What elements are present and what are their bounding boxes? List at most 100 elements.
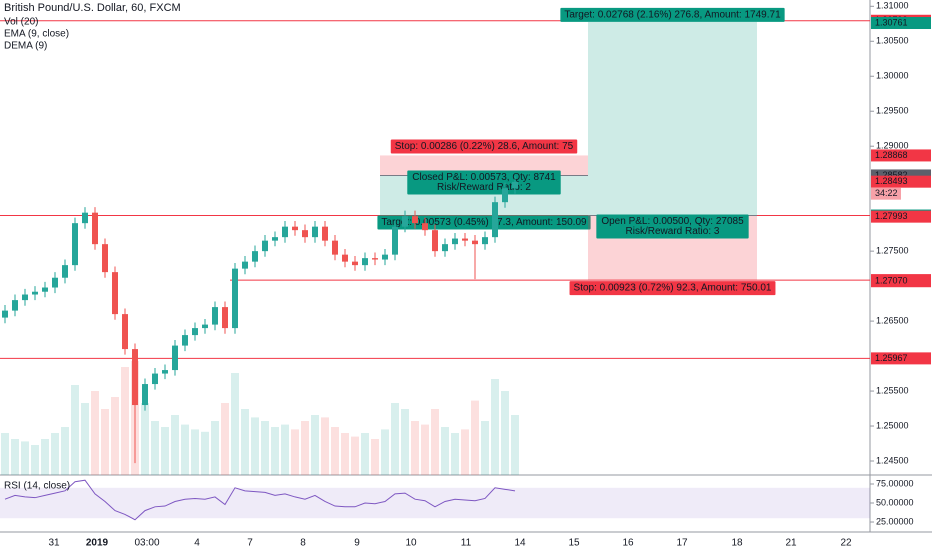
symbol-title: British Pound/U.S. Dollar, 60, FXCM (4, 2, 181, 14)
position-label-bg (377, 215, 591, 230)
volume-bar (31, 445, 39, 475)
candle-body (102, 244, 108, 273)
y-tick-label: 1.30500 (876, 36, 909, 46)
rsi-tick-label: 75.00000 (876, 478, 914, 488)
candle-body (482, 237, 488, 245)
volume-bar (411, 421, 419, 475)
volume-bar (361, 433, 369, 475)
rsi-band (0, 487, 870, 519)
x-tick-label: 4 (194, 538, 200, 549)
candle-body (292, 226, 298, 231)
y-tick-label: 1.29000 (876, 141, 909, 151)
x-tick-label: 21 (785, 538, 797, 549)
candle-body (322, 226, 328, 241)
candle-body (372, 258, 378, 260)
x-tick-label: 10 (405, 538, 417, 549)
x-tick-label: 9 (354, 538, 360, 549)
volume-bar (11, 439, 19, 475)
volume-bar (291, 429, 299, 475)
volume-bar (401, 409, 409, 475)
candle-body (162, 370, 168, 374)
candle-body (12, 300, 18, 311)
price-label: 1.28868 (875, 150, 908, 160)
volume-bar (91, 391, 99, 475)
countdown: 34:22 (875, 188, 898, 198)
stop-zone (380, 155, 588, 176)
volume-bar (471, 400, 479, 475)
x-tick-label: 16 (622, 538, 634, 549)
candle-body (432, 230, 438, 252)
volume-bar (151, 421, 159, 475)
volume-bar (101, 409, 109, 475)
pnl-label: Closed P&L: 0.00573, Qty: 8741 (412, 172, 556, 183)
candle-body (232, 268, 238, 329)
x-tick-label: 15 (568, 538, 580, 549)
candle-body (122, 314, 128, 350)
x-tick-label: 31 (48, 538, 60, 549)
countdown-bg (871, 187, 901, 200)
x-tick-label: 11 (461, 538, 472, 549)
candle-body (332, 240, 338, 255)
candle-body (462, 238, 468, 241)
price-label-bg (871, 210, 931, 223)
candle-body (282, 226, 288, 238)
position-label: Target: 0.00573 (0.45%) 57.3, Amount: 15… (381, 217, 587, 228)
candle-body (422, 223, 428, 231)
position-label: Stop: 0.00286 (0.22%) 28.6, Amount: 75 (395, 141, 574, 152)
y-tick-label: 1.25500 (876, 385, 909, 395)
volume-bar (391, 403, 399, 475)
x-tick-label: 18 (731, 538, 743, 549)
candle-body (272, 237, 278, 241)
candle-body (412, 216, 418, 224)
volume-bar (111, 397, 119, 475)
price-label: 1.30761 (875, 17, 908, 27)
candle-body (132, 349, 138, 406)
candle-body (392, 226, 398, 255)
price-label-bg (871, 275, 931, 288)
volume-bar (161, 427, 169, 475)
candle-body (172, 345, 178, 371)
price-label: 1.28493 (875, 176, 908, 186)
volume-bar (221, 403, 229, 475)
candle-body (72, 223, 78, 266)
volume-bar (41, 439, 49, 475)
candle-body (302, 230, 308, 238)
volume-bar (331, 427, 339, 475)
volume-bar (481, 421, 489, 475)
volume-bar (121, 367, 129, 475)
price-label-bg (871, 352, 931, 365)
candle-body (242, 261, 248, 269)
volume-bar (451, 433, 459, 475)
volume-bar (81, 403, 89, 475)
price-label-bg (871, 17, 931, 30)
y-tick-label: 1.31000 (876, 1, 909, 11)
candle-body (362, 258, 368, 266)
y-tick-label: 1.25000 (876, 420, 909, 430)
position-label-bg (560, 7, 785, 22)
y-tick-label: 1.29500 (876, 106, 909, 116)
volume-bar (281, 424, 289, 475)
candle-body (492, 202, 498, 238)
candle-body (402, 216, 408, 227)
candle-body (512, 181, 518, 189)
candle-body (502, 188, 508, 203)
candle-body (2, 310, 8, 318)
position-label: Stop: 0.00923 (0.72%) 92.3, Amount: 750.… (574, 283, 772, 294)
pnl-bg (596, 214, 749, 239)
x-tick-label: 8 (300, 538, 306, 549)
rsi-tick-label: 50.00000 (876, 497, 914, 507)
volume-bar (201, 431, 209, 475)
volume-bar (381, 429, 389, 475)
y-tick-label: 1.30000 (876, 71, 909, 81)
volume-bar (301, 421, 309, 475)
price-label: 1.27070 (875, 276, 908, 286)
rr-label: Risk/Reward Ratio: 3 (626, 226, 720, 237)
target-zone (588, 21, 757, 216)
volume-bar (71, 385, 79, 475)
volume-bar (141, 403, 149, 475)
price-label-bg (871, 175, 931, 188)
indicator-label: DEMA (9) (4, 41, 47, 52)
